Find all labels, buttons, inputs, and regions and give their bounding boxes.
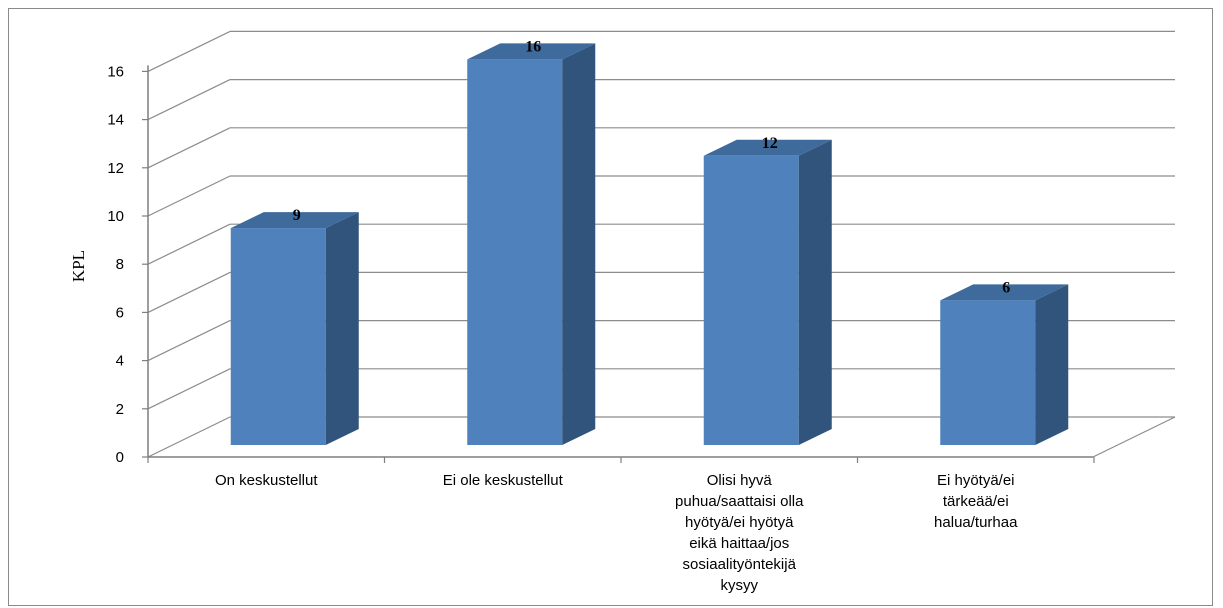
gridlines — [147, 30, 1175, 458]
data-label: 6 — [1002, 279, 1010, 296]
y-axis-title: KPL — [69, 250, 88, 282]
bar-top — [703, 139, 832, 156]
y-tick-label: 14 — [107, 112, 124, 129]
gridline-side — [147, 416, 231, 458]
bar-side — [325, 212, 359, 445]
bar-side — [798, 139, 832, 446]
gridline-side — [147, 30, 231, 72]
y-tick-label: 10 — [107, 208, 124, 225]
category-label: On keskustellut — [215, 472, 318, 489]
data-label: 12 — [762, 135, 778, 152]
y-tick-label: 2 — [116, 401, 124, 418]
gridline-side — [147, 271, 231, 313]
bar: 12 — [703, 135, 832, 446]
y-tick-label: 8 — [116, 256, 124, 273]
gridline-side — [147, 320, 231, 362]
gridline-side — [147, 127, 231, 169]
data-label: 16 — [525, 38, 541, 55]
gridline-side — [147, 79, 231, 121]
bar-top — [230, 212, 359, 229]
bar-top — [467, 43, 596, 60]
category-label: Ei ole keskustellut — [443, 472, 564, 489]
bars: 9 16 12 6 — [230, 38, 1069, 446]
floor-right-edge — [1092, 416, 1176, 458]
gridline-side — [147, 175, 231, 217]
bar: 9 — [230, 207, 359, 445]
bar-top — [940, 284, 1069, 301]
bar-front — [467, 59, 563, 446]
category-labels: On keskustellut Ei ole keskustellut Olisi … — [215, 472, 1018, 594]
y-tick-label: 4 — [116, 353, 124, 370]
category-label: Olisi hyvä puhua/saattaisi olla hyötyä/ei … — [675, 472, 804, 594]
bar-front — [940, 300, 1036, 445]
category-label: Ei hyötyä/ei tärkeää/ei halua/turhaa — [934, 472, 1018, 531]
bar-front — [703, 155, 799, 446]
bar-side — [562, 43, 596, 446]
bar: 6 — [940, 279, 1069, 445]
bar-side — [1035, 284, 1069, 445]
y-tick-label: 12 — [107, 160, 124, 177]
y-tick-label: 16 — [107, 63, 124, 80]
data-label: 9 — [293, 207, 301, 224]
y-tick-label: 6 — [116, 304, 124, 321]
bar: 16 — [467, 38, 596, 446]
y-tick-label: 0 — [116, 449, 124, 466]
gridline-side — [147, 223, 231, 265]
bar-front — [230, 228, 326, 445]
gridline-side — [147, 368, 231, 410]
